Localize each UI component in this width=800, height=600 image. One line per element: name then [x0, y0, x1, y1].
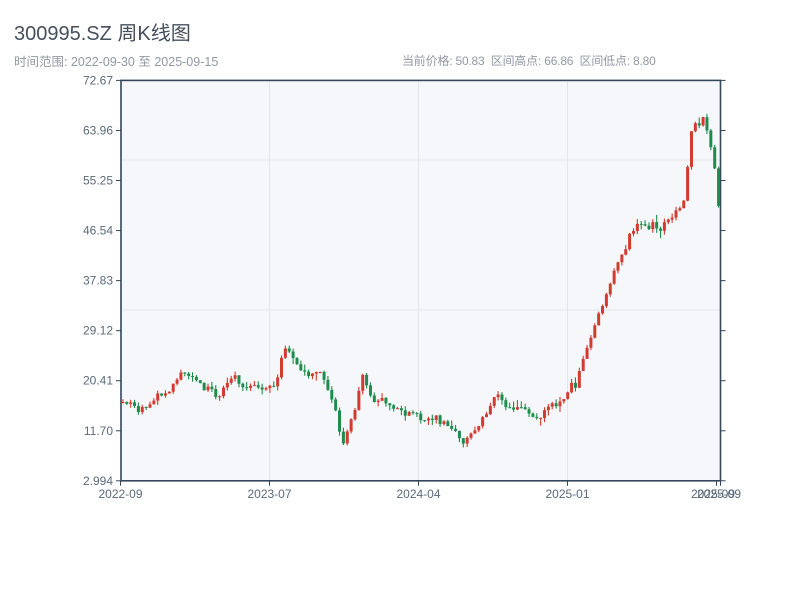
svg-text:20.41: 20.41 — [83, 374, 113, 388]
svg-text:63.96: 63.96 — [83, 123, 113, 137]
svg-text:11.70: 11.70 — [84, 424, 113, 438]
svg-text:29.12: 29.12 — [83, 324, 113, 338]
svg-text:2023-07: 2023-07 — [247, 487, 291, 501]
svg-text:2024-04: 2024-04 — [396, 487, 440, 501]
svg-text:55.25: 55.25 — [83, 174, 113, 188]
svg-text:2.994: 2.994 — [83, 474, 113, 488]
svg-text:2025-01: 2025-01 — [545, 487, 589, 501]
svg-text:2025-09: 2025-09 — [697, 487, 741, 501]
svg-text:46.54: 46.54 — [83, 224, 113, 238]
svg-text:37.83: 37.83 — [83, 274, 113, 288]
svg-text:72.67: 72.67 — [83, 73, 113, 87]
svg-text:2022-09: 2022-09 — [98, 487, 142, 501]
